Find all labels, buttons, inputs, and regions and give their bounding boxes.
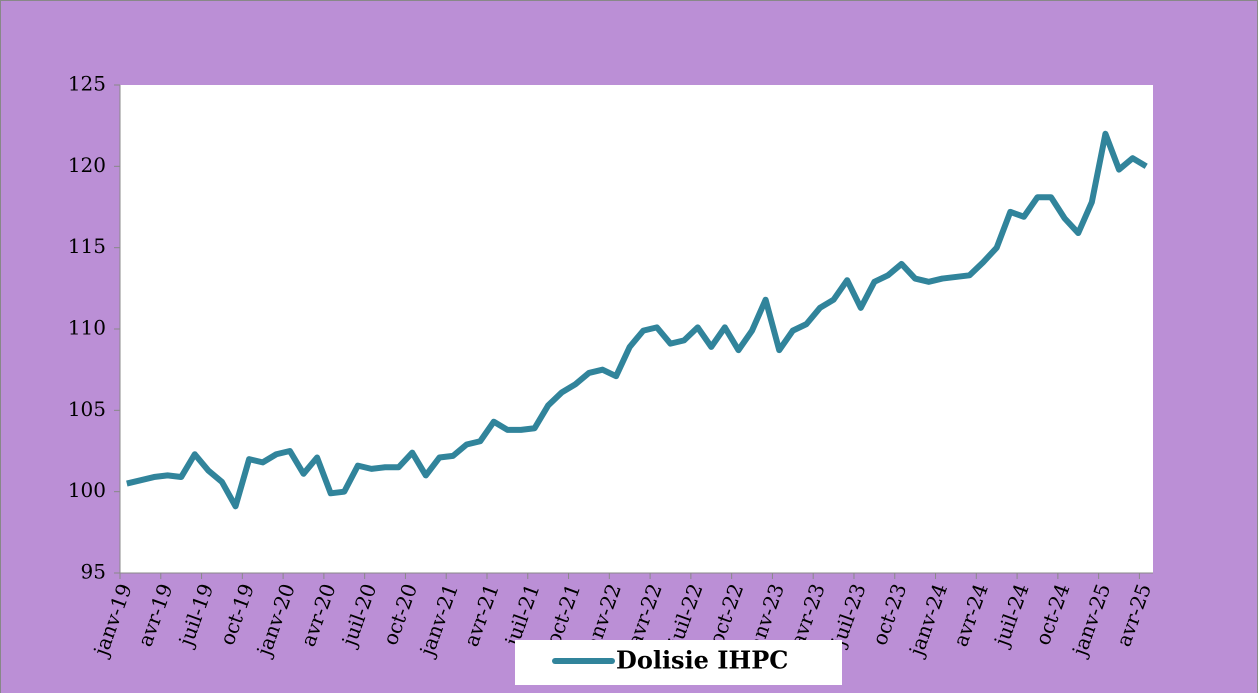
legend-label: Dolisie IHPC (616, 646, 788, 675)
y-tick-label: 115 (68, 234, 106, 258)
y-tick-label: 105 (68, 397, 106, 421)
series-line (126, 130, 1148, 510)
y-tick-label: 95 (81, 560, 106, 584)
y-tick-label: 110 (68, 316, 106, 340)
y-tick-label: 100 (68, 478, 106, 502)
plot-area (120, 85, 1153, 573)
y-tick-label: 120 (68, 153, 106, 177)
y-tick-label: 125 (68, 72, 106, 96)
